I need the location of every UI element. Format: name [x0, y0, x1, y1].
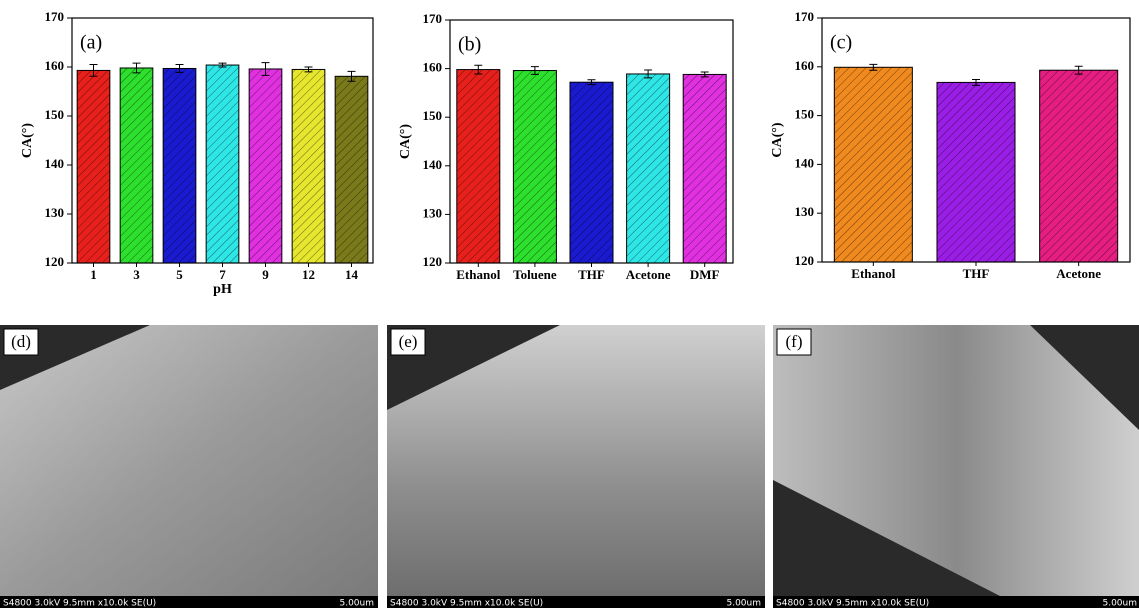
y-tick-label: 120: [45, 254, 65, 269]
y-tick-label: 120: [795, 253, 815, 268]
bar-hatch: [163, 68, 196, 263]
sem-scale: 5.00um: [339, 599, 374, 608]
y-axis-label: CA(°): [770, 122, 785, 157]
y-tick-label: 130: [423, 205, 443, 220]
x-tick-label: Acetone: [1056, 266, 1101, 281]
y-tick-label: 170: [45, 9, 65, 24]
sem-scale: 5.00um: [726, 599, 761, 608]
x-tick-label: 7: [219, 267, 226, 282]
x-tick-label: 9: [262, 267, 269, 282]
x-axis-label: pH: [213, 282, 232, 297]
bar-hatch: [937, 82, 1015, 262]
y-tick-label: 150: [795, 107, 815, 122]
y-tick-label: 140: [45, 156, 65, 171]
y-tick-label: 150: [423, 108, 443, 123]
x-tick-label: 3: [133, 267, 140, 282]
x-tick-label: THF: [578, 267, 605, 282]
y-tick-label: 140: [423, 157, 443, 172]
y-tick-label: 120: [423, 254, 443, 269]
y-tick-label: 150: [45, 107, 65, 122]
x-tick-label: 1: [90, 267, 97, 282]
bar-hatch: [627, 74, 670, 263]
y-tick-label: 170: [795, 9, 815, 24]
x-tick-label: 12: [302, 267, 315, 282]
y-tick-label: 140: [795, 155, 815, 170]
sem-scale: 5.00um: [1102, 599, 1137, 608]
x-tick-label: DMF: [690, 267, 720, 282]
x-tick-label: THF: [963, 266, 990, 281]
y-tick-label: 160: [423, 60, 443, 75]
sem-image: (d) S4800 3.0kV 9.5mm x10.0k SE(U) 5.00u…: [0, 325, 378, 608]
panel-label: (e): [399, 332, 418, 351]
y-tick-label: 160: [45, 58, 65, 73]
bar-hatch: [206, 65, 239, 263]
panel-label: (d): [11, 332, 31, 351]
x-tick-label: Acetone: [626, 267, 671, 282]
y-tick-label: 130: [45, 205, 65, 220]
bar-hatch: [683, 74, 726, 263]
y-tick-label: 160: [795, 58, 815, 73]
bar-hatch: [249, 69, 282, 263]
panel-label: (b): [458, 34, 481, 56]
bar-hatch: [335, 76, 368, 263]
y-tick-label: 130: [795, 204, 815, 219]
x-tick-label: Ethanol: [456, 267, 500, 282]
bar-hatch: [1040, 70, 1118, 262]
panel-label: (f): [786, 332, 803, 351]
panel-label: (a): [80, 32, 102, 54]
y-axis-label: CA(°): [398, 124, 413, 159]
bar-hatch: [513, 71, 556, 263]
x-tick-label: Ethanol: [851, 266, 895, 281]
x-tick-label: 14: [345, 267, 359, 282]
sem-image: (e) S4800 3.0kV 9.5mm x10.0k SE(U) 5.00u…: [387, 325, 765, 608]
bar-hatch: [457, 70, 500, 263]
bar-hatch: [834, 67, 912, 262]
x-tick-label: 5: [176, 267, 183, 282]
sem-info: S4800 3.0kV 9.5mm x10.0k SE(U): [3, 599, 156, 608]
sem-info: S4800 3.0kV 9.5mm x10.0k SE(U): [776, 599, 929, 608]
bar-hatch: [120, 68, 153, 263]
x-tick-label: Toluene: [513, 267, 557, 282]
y-axis-label: CA(°): [20, 123, 35, 158]
bar-hatch: [570, 82, 613, 263]
y-tick-label: 170: [423, 11, 443, 26]
bar-hatch: [77, 70, 110, 263]
panel-label: (c): [830, 32, 852, 54]
sem-info: S4800 3.0kV 9.5mm x10.0k SE(U): [390, 599, 543, 608]
sem-image: (f) S4800 3.0kV 9.5mm x10.0k SE(U) 5.00u…: [773, 325, 1139, 608]
figure: (d) S4800 3.0kV 9.5mm x10.0k SE(U) 5.00u…: [0, 0, 1139, 608]
bar-hatch: [292, 69, 325, 263]
